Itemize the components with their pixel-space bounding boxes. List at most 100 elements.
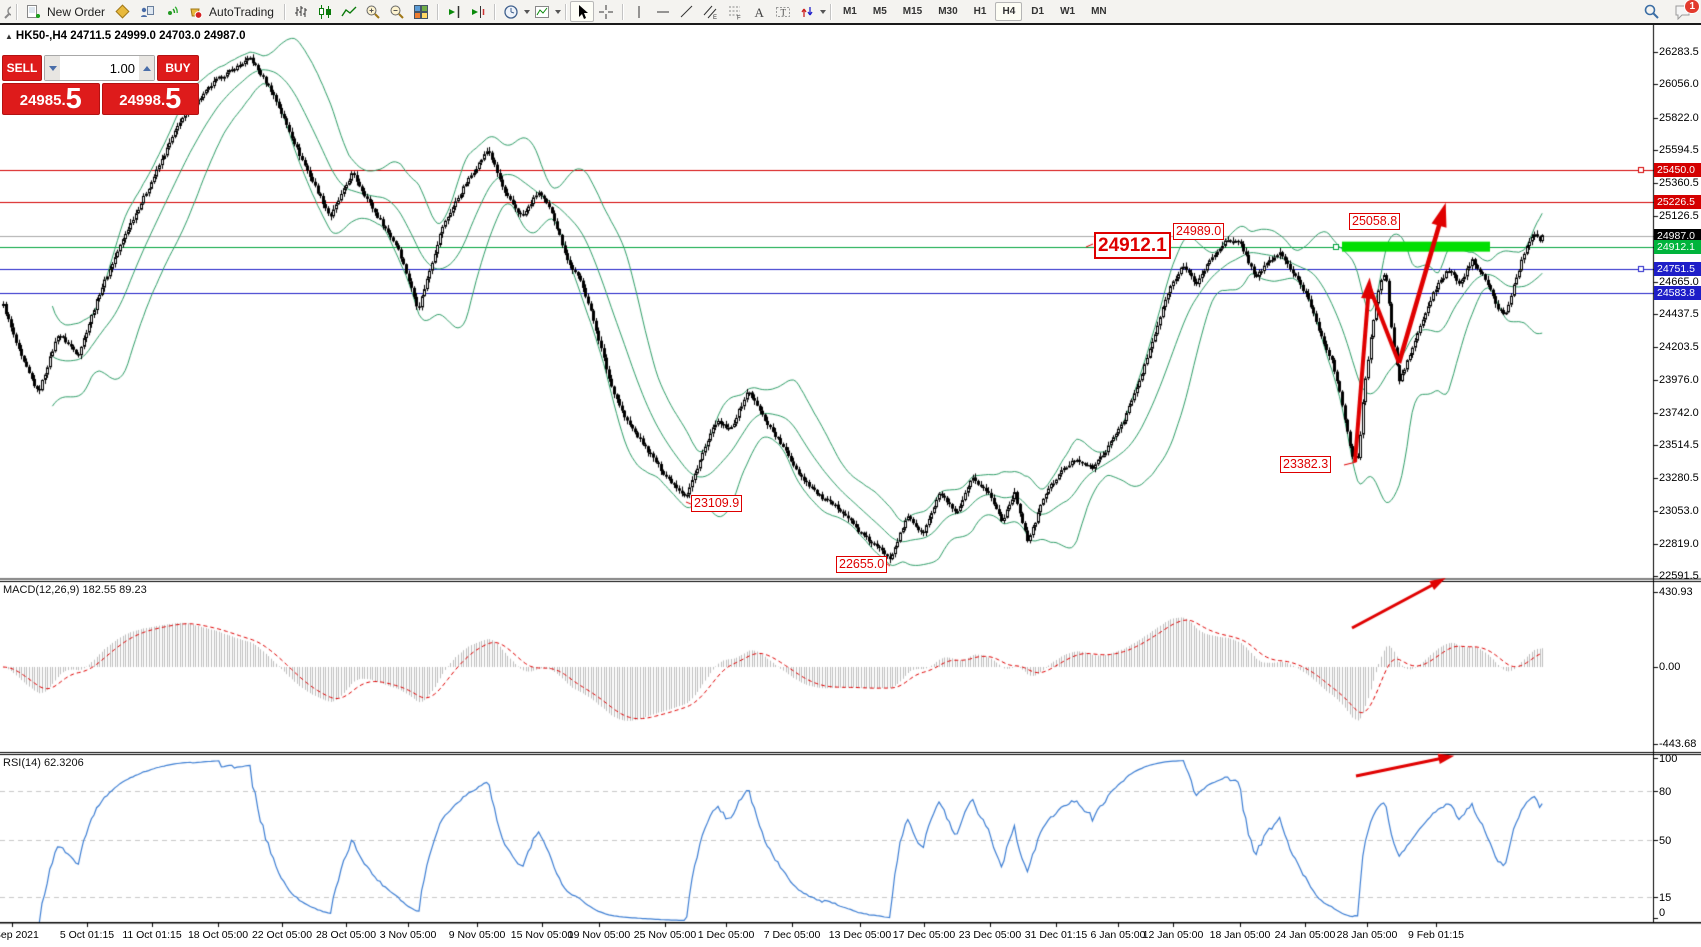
time-axis-label: 17 Dec 05:00 — [892, 929, 956, 941]
terminal-icon[interactable] — [135, 1, 159, 22]
notification-badge: 1 — [1684, 0, 1700, 14]
timeframe-m1[interactable]: M1 — [842, 6, 857, 17]
time-axis-label: 8 Sep 2021 — [0, 929, 39, 941]
time-axis-label: 24 Jan 05:00 — [1274, 929, 1336, 941]
auto-scroll-icon[interactable] — [442, 1, 466, 22]
chart-shift-icon[interactable] — [466, 1, 490, 22]
price-annotation[interactable]: 24989.0 — [1173, 223, 1225, 240]
volume-decrease-button[interactable] — [45, 56, 60, 80]
price-axis-label: 25360.5 — [1659, 177, 1699, 189]
rsi-axis-label: 50 — [1659, 835, 1672, 847]
crosshair-tool-icon[interactable] — [594, 1, 618, 22]
new-order-icon[interactable] — [21, 1, 45, 22]
buy-price-display[interactable]: 24998. 5 — [101, 83, 199, 115]
arrows-tool-icon[interactable] — [795, 1, 819, 22]
profiles-clock-icon[interactable] — [499, 1, 523, 22]
market-watch-icon[interactable] — [0, 1, 12, 22]
macd-axis-label: -443.68 — [1659, 738, 1697, 750]
sell-price-display[interactable]: 24985. 5 — [2, 83, 100, 115]
buy-button[interactable]: BUY — [157, 55, 199, 81]
autotrading-button[interactable]: AutoTrading — [209, 4, 274, 19]
svg-text:F: F — [737, 15, 741, 20]
volume-increase-button[interactable] — [139, 56, 154, 80]
rsi-axis-label: 0 — [1659, 907, 1666, 919]
bar-chart-mode-icon[interactable] — [289, 1, 313, 22]
price-axis-label: 25822.0 — [1659, 111, 1699, 124]
price-axis-label: 23280.5 — [1659, 472, 1699, 485]
timeframe-m30[interactable]: M30 — [938, 6, 958, 17]
time-axis-label: 18 Jan 05:00 — [1209, 929, 1271, 941]
macd-axis-label: 0.00 — [1659, 661, 1681, 673]
autotrading-icon[interactable] — [183, 1, 207, 22]
price-tag: 25450.0 — [1654, 163, 1701, 178]
macd-indicator-label: MACD(12,26,9) 182.55 89.23 — [3, 584, 147, 596]
search-icon[interactable] — [1639, 1, 1663, 22]
news-signal-icon[interactable] — [159, 1, 183, 22]
timeframe-m5[interactable]: M5 — [872, 6, 887, 17]
rsi-axis-label: 15 — [1659, 892, 1672, 905]
chat-notifications-icon[interactable]: 1 — [1671, 0, 1700, 22]
deposit-icon[interactable] — [111, 1, 135, 22]
time-axis-label: 18 Oct 05:00 — [187, 929, 249, 941]
toolbar-separator — [564, 3, 566, 20]
price-annotation[interactable]: 25058.8 — [1349, 213, 1401, 230]
horizontal-line-tool-icon[interactable] — [651, 1, 675, 22]
time-axis-label: 9 Nov 05:00 — [448, 929, 506, 941]
rsi-axis-label: 100 — [1659, 753, 1678, 765]
new-order-button[interactable]: New Order — [47, 4, 106, 19]
price-axis-label: 24437.5 — [1659, 308, 1699, 320]
price-axis-label: 26283.5 — [1659, 46, 1699, 58]
price-tag: 25226.5 — [1654, 195, 1701, 210]
main-toolbar: New Order AutoTrading — [0, 0, 1701, 25]
time-axis-label: 25 Nov 05:00 — [633, 929, 697, 941]
candlestick-mode-icon[interactable] — [313, 1, 337, 22]
sell-price-main: 24985. — [19, 92, 66, 109]
toolbar-separator — [621, 3, 623, 20]
profiles-dropdown-icon[interactable] — [523, 9, 530, 14]
timeframe-h1[interactable]: H1 — [973, 6, 987, 17]
time-axis-label: 9 Feb 01:15 — [1407, 929, 1465, 941]
time-axis-label: 28 Oct 05:00 — [315, 929, 377, 941]
price-annotation[interactable]: 24912.1 — [1094, 232, 1171, 259]
text-tool-icon[interactable]: A — [747, 1, 771, 22]
vertical-line-tool-icon[interactable] — [627, 1, 651, 22]
price-axis-label: 23976.0 — [1659, 373, 1699, 386]
text-label-tool-icon[interactable]: T — [771, 1, 795, 22]
arrows-dropdown-icon[interactable] — [819, 9, 826, 14]
rsi-axis-label: 80 — [1659, 785, 1672, 798]
symbol-triangle-icon: ▲ — [5, 32, 13, 41]
volume-input[interactable]: 1.00 — [109, 60, 135, 76]
sell-button[interactable]: SELL — [2, 55, 42, 81]
price-axis-label: 24665.0 — [1659, 275, 1699, 288]
timeframe-h4[interactable]: H4 — [995, 2, 1023, 21]
price-annotation[interactable]: 22655.0 — [836, 556, 888, 573]
timeframe-w1[interactable]: W1 — [1060, 6, 1076, 17]
template-icon[interactable] — [530, 1, 554, 22]
zoom-in-icon[interactable] — [361, 1, 385, 22]
toolbar-separator — [16, 3, 17, 20]
cursor-tool-icon[interactable] — [569, 1, 594, 22]
timeframe-mn[interactable]: MN — [1091, 6, 1107, 17]
timeframe-d1[interactable]: D1 — [1031, 6, 1045, 17]
price-axis-label: 23514.5 — [1659, 439, 1699, 451]
timeframe-m15[interactable]: M15 — [902, 6, 923, 17]
one-click-trading-panel: SELL 1.00 BUY 24985. 5 24998. 5 — [2, 55, 199, 115]
time-axis-label: 31 Dec 01:15 — [1024, 929, 1088, 941]
template-dropdown-icon[interactable] — [554, 9, 561, 14]
price-annotation[interactable]: 23109.9 — [691, 495, 743, 512]
price-annotation[interactable]: 23382.3 — [1280, 456, 1332, 473]
svg-text:T: T — [780, 7, 786, 17]
svg-text:E: E — [713, 15, 717, 20]
trendline-tool-icon[interactable] — [675, 1, 699, 22]
equidistant-channel-tool-icon[interactable]: E — [699, 1, 723, 22]
time-axis-label: 3 Nov 05:00 — [379, 929, 437, 941]
buy-price-fraction: 5 — [165, 83, 182, 115]
price-tag: 24583.8 — [1654, 286, 1701, 301]
zoom-out-icon[interactable] — [385, 1, 409, 22]
line-chart-mode-icon[interactable] — [337, 1, 361, 22]
tile-windows-icon[interactable] — [409, 1, 433, 22]
fibonacci-tool-icon[interactable]: F — [723, 1, 747, 22]
chart-title: ▲ HK50-,H4 24711.5 24999.0 24703.0 24987.… — [5, 30, 245, 42]
